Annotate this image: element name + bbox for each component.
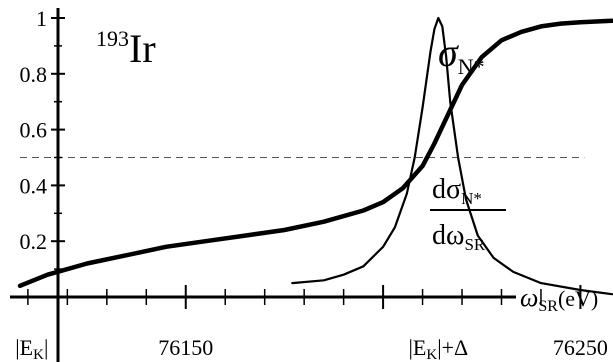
denominator-sub: SR xyxy=(464,235,485,254)
x-tick-label: |EK| xyxy=(15,335,48,362)
isotope-label: 193Ir xyxy=(96,26,156,71)
sigma-main: σ xyxy=(438,30,459,75)
denominator-main: dω xyxy=(432,220,464,251)
series-sigma-line xyxy=(17,18,613,289)
series-layer xyxy=(17,16,613,296)
isotope-symbol: Ir xyxy=(129,26,156,71)
x-ticks: |EK| 76150 |EK|+Δ 76250 xyxy=(15,285,608,362)
x-axis-label: ωSR(eV) xyxy=(520,283,598,315)
numerator-main: dσ xyxy=(432,174,461,205)
sigma-sub: N* xyxy=(458,54,485,79)
x-axis-unit: (eV) xyxy=(558,286,598,311)
series-derivative-line xyxy=(291,16,613,296)
y-tick-label: 1 xyxy=(36,6,47,31)
x-tick-label: 76250 xyxy=(553,335,608,360)
isotope-mass: 193 xyxy=(96,26,129,51)
x-tick-label: |EK|+Δ xyxy=(409,335,469,362)
x-axis-main: ω xyxy=(520,283,538,312)
x-axis-sub: SR xyxy=(538,298,558,315)
y-tick-label: 0.6 xyxy=(20,118,48,143)
y-tick-label: 0.2 xyxy=(20,229,48,254)
series-label-deriv-denominator: dωSR xyxy=(432,220,486,254)
series-label-sigma: σN* xyxy=(438,30,485,79)
series-label-deriv-numerator: dσN* xyxy=(432,174,482,208)
x-tick-label: 76150 xyxy=(158,335,213,360)
y-ticks: 0.2 0.4 0.6 0.8 1 xyxy=(20,6,65,270)
y-tick-label: 0.4 xyxy=(20,173,48,198)
y-tick-label: 0.8 xyxy=(20,62,48,87)
numerator-sub: N* xyxy=(461,189,482,208)
